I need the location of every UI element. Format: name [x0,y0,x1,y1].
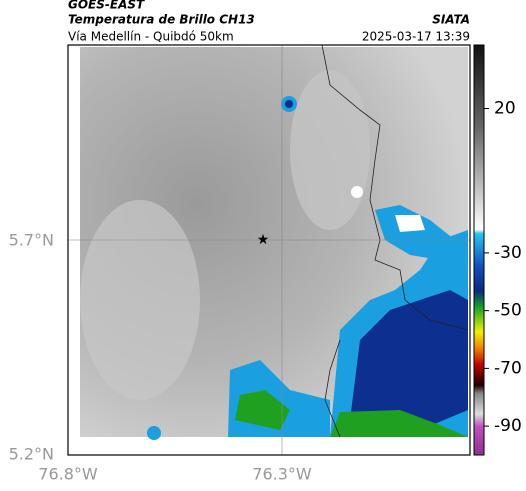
route: Vía Medellín - Quibdó 50km [68,30,234,44]
colorbar-tick-label: -70 [494,358,522,378]
map: ★ [67,44,471,456]
satellite: GOES-EAST [68,0,145,12]
lon-label: 76.3°W [252,465,312,484]
svg-text:★: ★ [257,232,270,248]
colorbar [473,44,485,456]
colorbar-tick-label: -50 [494,301,522,321]
colorbar-tick-label: -30 [494,243,522,263]
colorbar-tick-label: -90 [494,416,522,436]
colorbar-tick-label: 20 [494,99,516,119]
source: SIATA [432,13,470,27]
product: Temperatura de Brillo CH13 [68,13,255,27]
lat-label: 5.2°N [9,445,54,464]
lat-label: 5.7°N [9,231,54,250]
datetime: 2025-03-17 13:39 [362,30,470,44]
lon-label: 76.8°W [38,465,98,484]
